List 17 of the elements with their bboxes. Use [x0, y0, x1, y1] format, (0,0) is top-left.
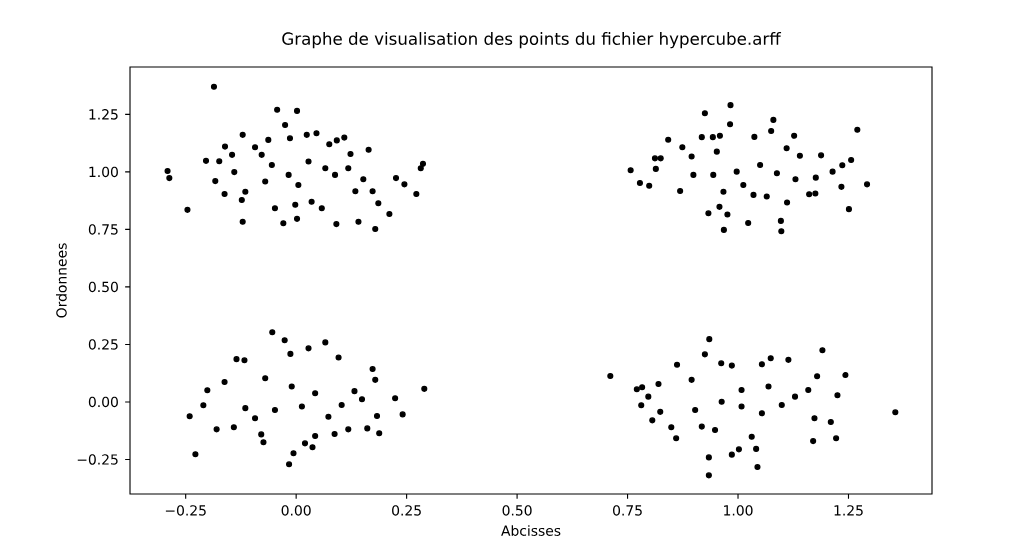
y-tick-label: 0.00 [88, 396, 118, 408]
x-axis-title: Abcisses [501, 525, 561, 536]
chart-title: Graphe de visualisation des points du fichier hypercube.arff [282, 32, 782, 49]
y-tick-label: 1.25 [89, 109, 118, 120]
x-tick-label: 1.25 [834, 505, 863, 516]
y-tick-label: −0.25 [77, 454, 118, 465]
y-tick-label: 1.00 [89, 166, 118, 178]
x-tick-label: 1.00 [724, 505, 753, 516]
x-tick-label: 0.50 [502, 505, 532, 516]
y-tick-label: 0.50 [88, 281, 118, 293]
x-tick-label: 0.75 [613, 505, 642, 516]
y-tick-label: 0.25 [88, 339, 118, 350]
y-axis-title: Ordonnees [55, 243, 67, 318]
x-tick-label: 0.00 [281, 505, 311, 516]
x-tick-label: −0.25 [165, 505, 206, 516]
y-tick-label: 0.75 [88, 224, 118, 235]
x-tick-label: 0.25 [392, 505, 421, 516]
